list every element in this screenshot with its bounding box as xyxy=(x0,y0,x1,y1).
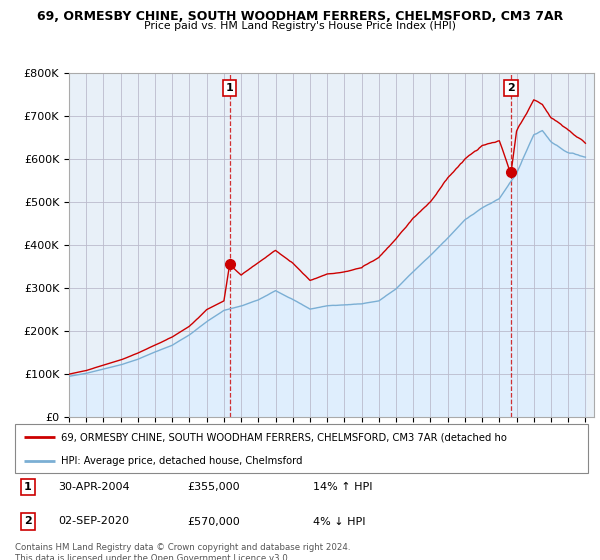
Text: HPI: Average price, detached house, Chelmsford: HPI: Average price, detached house, Chel… xyxy=(61,456,302,466)
Text: Price paid vs. HM Land Registry's House Price Index (HPI): Price paid vs. HM Land Registry's House … xyxy=(144,21,456,31)
Text: 14% ↑ HPI: 14% ↑ HPI xyxy=(313,482,373,492)
Text: 69, ORMESBY CHINE, SOUTH WOODHAM FERRERS, CHELMSFORD, CM3 7AR: 69, ORMESBY CHINE, SOUTH WOODHAM FERRERS… xyxy=(37,10,563,23)
Text: £570,000: £570,000 xyxy=(187,516,239,526)
Text: 69, ORMESBY CHINE, SOUTH WOODHAM FERRERS, CHELMSFORD, CM3 7AR (detached ho: 69, ORMESBY CHINE, SOUTH WOODHAM FERRERS… xyxy=(61,432,507,442)
Text: 30-APR-2004: 30-APR-2004 xyxy=(58,482,130,492)
Text: 1: 1 xyxy=(24,482,32,492)
Text: 2: 2 xyxy=(507,83,515,93)
Text: 02-SEP-2020: 02-SEP-2020 xyxy=(58,516,129,526)
Text: 2: 2 xyxy=(24,516,32,526)
Text: 4% ↓ HPI: 4% ↓ HPI xyxy=(313,516,365,526)
Text: £355,000: £355,000 xyxy=(187,482,239,492)
Text: 1: 1 xyxy=(226,83,233,93)
Text: Contains HM Land Registry data © Crown copyright and database right 2024.
This d: Contains HM Land Registry data © Crown c… xyxy=(15,543,350,560)
